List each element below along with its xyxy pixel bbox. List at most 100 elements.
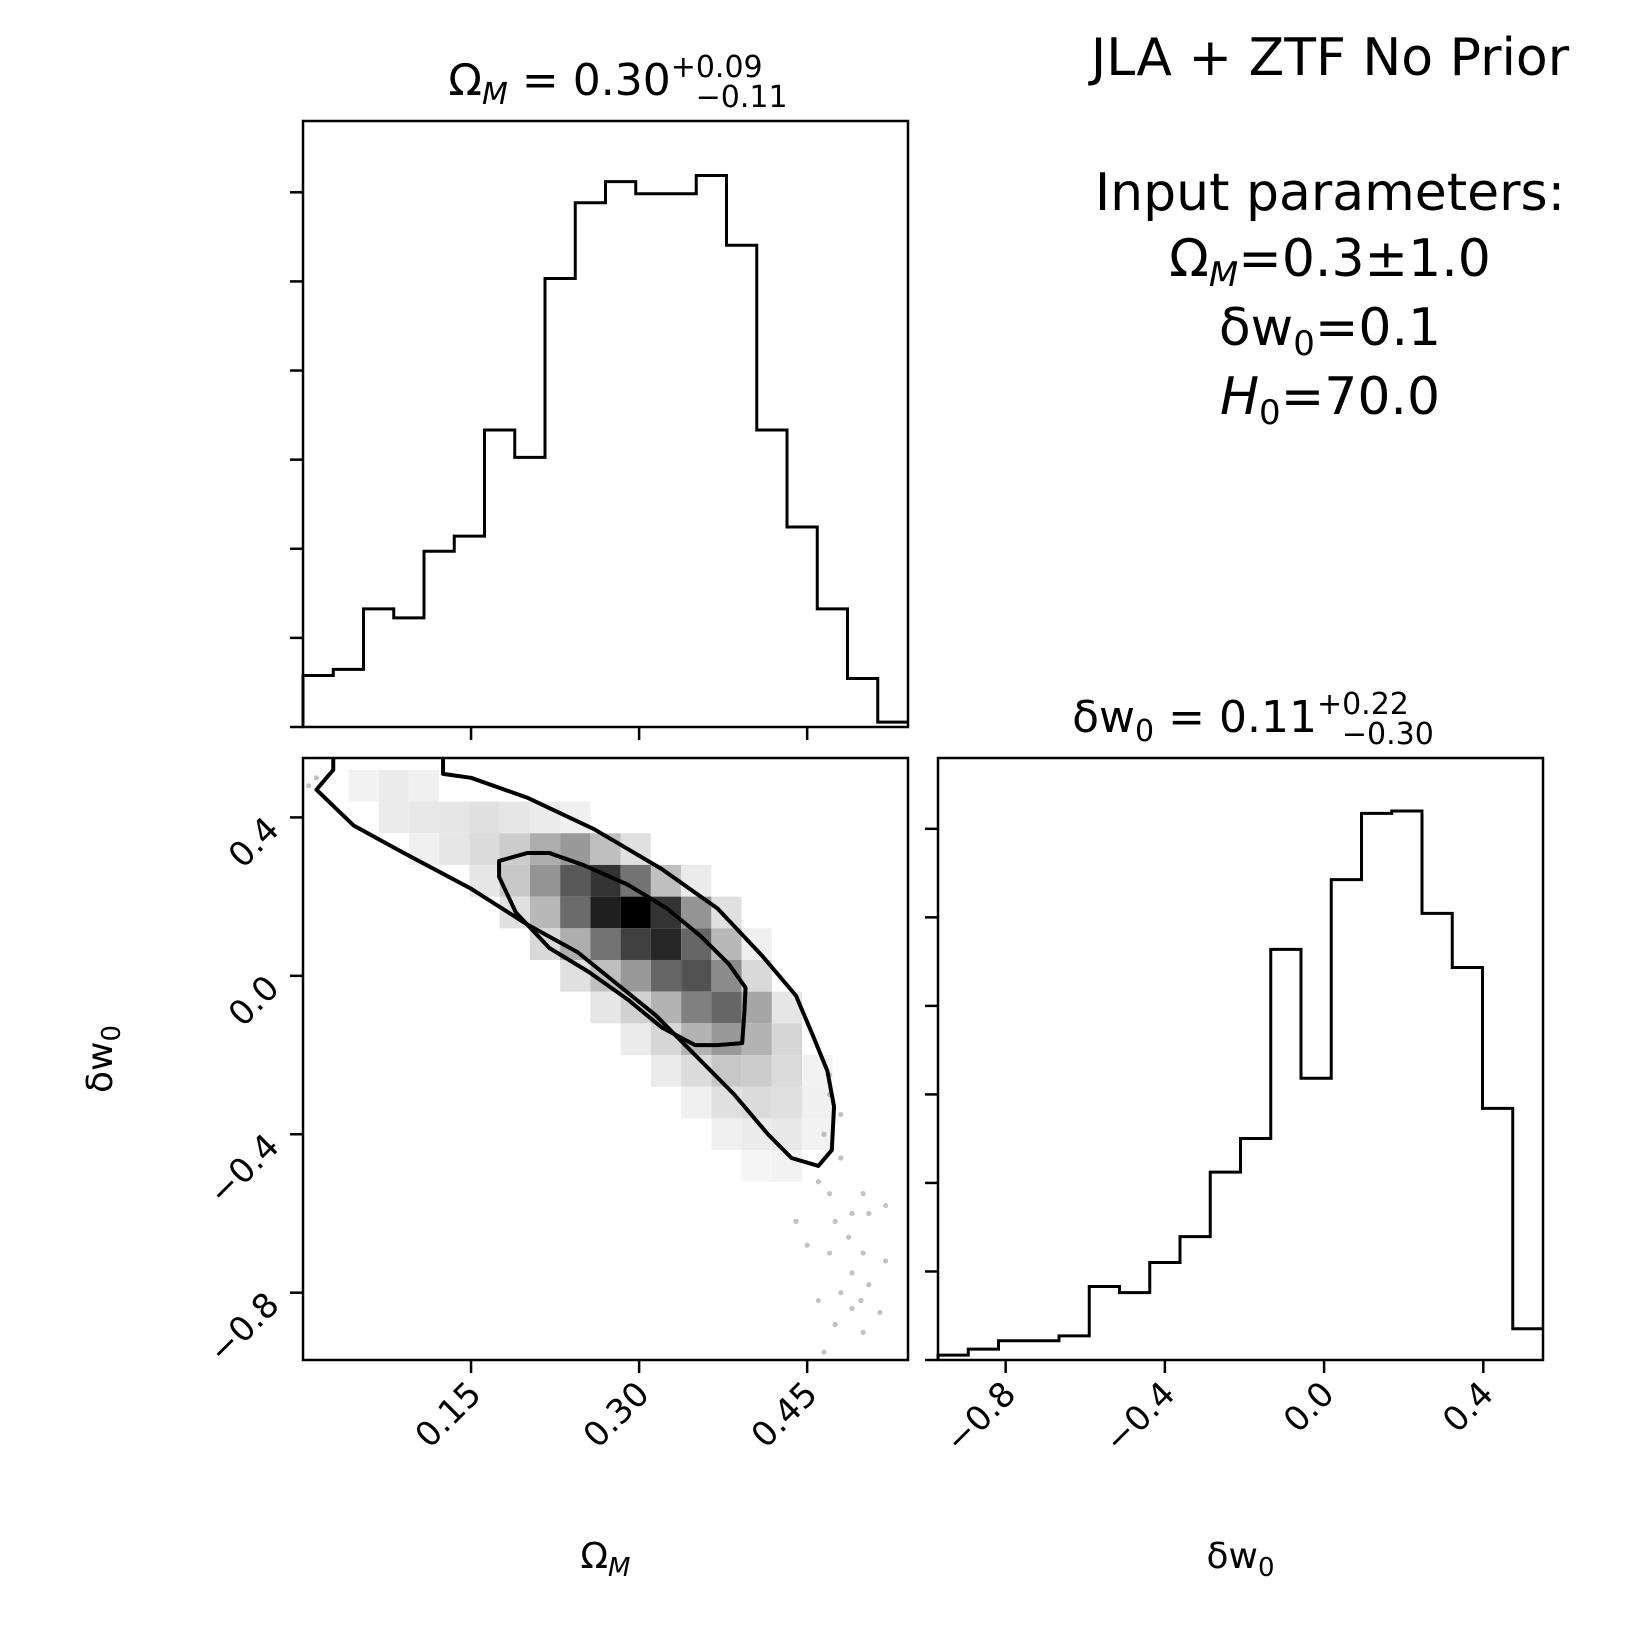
y-tick-label: 0.0 <box>221 968 288 1035</box>
scatter-point <box>306 783 312 789</box>
histogram-bin <box>1089 1287 1119 1360</box>
title-value: = 0.30 <box>508 55 671 106</box>
histogram-bin <box>848 679 878 727</box>
density-cell <box>681 959 712 992</box>
density-layer <box>306 758 889 1355</box>
histogram-bin <box>333 669 363 727</box>
title-subscript: 0 <box>1135 714 1154 749</box>
histogram-bin <box>817 609 847 727</box>
input-param-subscript: M <box>1209 255 1238 295</box>
density-cell <box>590 991 621 1024</box>
scatter-point <box>826 1191 833 1197</box>
input-param-subscript: 0 <box>1293 324 1315 364</box>
scatter-point <box>882 1258 889 1264</box>
density-cell <box>529 896 561 929</box>
density-cell <box>650 928 682 960</box>
contour-outer <box>314 758 837 1168</box>
density-cell <box>620 896 651 929</box>
scatter-point <box>877 1309 883 1316</box>
scatter-point <box>838 1290 844 1296</box>
histogram-bin <box>515 457 545 727</box>
histogram-bin <box>1241 1138 1271 1360</box>
histogram-bin <box>1271 949 1301 1360</box>
scatter-point <box>804 1242 810 1248</box>
histogram-bin <box>545 279 575 727</box>
histogram-bin <box>727 245 757 727</box>
histogram-bin <box>1029 1341 1059 1360</box>
density-cell <box>378 801 409 834</box>
histogram-bin <box>757 430 787 727</box>
scatter-point <box>866 1282 872 1288</box>
density-cell <box>469 833 500 865</box>
y-tick-label: −0.4 <box>201 1126 288 1213</box>
density-cell <box>590 833 621 865</box>
histogram-bin <box>1180 1237 1210 1360</box>
scatter-point <box>313 775 320 781</box>
histogram-bin <box>1513 1329 1543 1360</box>
input-parameters-heading: Input parameters: <box>1095 163 1565 223</box>
input-param-0: ΩM=0.3±1.0 <box>1169 229 1491 295</box>
x-tick-label: 0.30 <box>576 1374 658 1456</box>
scatter-point <box>793 1218 799 1224</box>
x-axis-label-subscript: 0 <box>1258 1553 1275 1583</box>
title-upper-error: +0.09 <box>671 50 763 85</box>
axes-frame <box>301 119 910 729</box>
x-tick-label: 0.4 <box>1435 1374 1502 1441</box>
histogram-bin <box>1120 1293 1150 1360</box>
density-cell <box>741 1150 772 1182</box>
axes-frame <box>936 756 1545 1362</box>
scatter-point <box>815 1179 821 1185</box>
scatter-point <box>860 1329 866 1335</box>
histogram-bin <box>394 618 424 727</box>
density-cell <box>711 991 742 1024</box>
axes-frame <box>301 756 910 1362</box>
density-cell <box>529 864 561 897</box>
density-cell <box>711 1055 742 1087</box>
scatter-point <box>846 1234 852 1240</box>
title-value: = 0.11 <box>1154 692 1317 743</box>
histogram-bin <box>1331 880 1361 1360</box>
scatter-point <box>860 1250 866 1256</box>
scatter-point <box>882 1202 889 1209</box>
omega-m-histogram-panel: ΩM = 0.30+0.09−0.11 <box>290 50 910 740</box>
density-cell <box>681 991 712 1024</box>
title-upper-error: +0.22 <box>1317 687 1409 722</box>
density-cell <box>711 1023 742 1056</box>
y-axis-label: δw0 <box>80 1025 127 1093</box>
figure-title: JLA + ZTF No Prior <box>1088 28 1570 88</box>
histogram-bin <box>1452 967 1482 1360</box>
scatter-point <box>838 1155 844 1161</box>
histogram-bin <box>303 675 333 727</box>
input-param-symbol: δw <box>1219 298 1293 358</box>
input-param-subscript: 0 <box>1259 393 1281 433</box>
contour-inner <box>497 851 748 1048</box>
histogram-bin <box>636 194 666 727</box>
density-cell <box>741 1023 772 1056</box>
density-cell <box>620 959 651 992</box>
density-cell <box>741 1086 772 1119</box>
title-subscript: M <box>482 77 508 112</box>
density-cell <box>681 1086 712 1119</box>
input-param-1: δw0=0.1 <box>1219 298 1441 364</box>
histogram-bin <box>1150 1262 1180 1360</box>
density-cell <box>620 864 651 897</box>
y-tick-label: −0.8 <box>201 1285 288 1372</box>
histogram-bin <box>1059 1336 1089 1360</box>
scatter-point <box>832 1218 838 1224</box>
density-cell <box>439 833 470 865</box>
density-cell <box>620 928 651 960</box>
histogram-bin <box>1392 811 1422 1360</box>
histogram-bin <box>1422 913 1452 1360</box>
histogram-bin <box>454 536 484 727</box>
input-param-2: H0=70.0 <box>1220 367 1440 433</box>
input-param-value: =70.0 <box>1281 367 1440 427</box>
scatter-point <box>826 1250 833 1256</box>
y-axis-label-subscript: 0 <box>97 1025 127 1042</box>
density-cell <box>408 769 440 802</box>
density-cell <box>620 1023 651 1056</box>
density-cell <box>378 769 409 802</box>
